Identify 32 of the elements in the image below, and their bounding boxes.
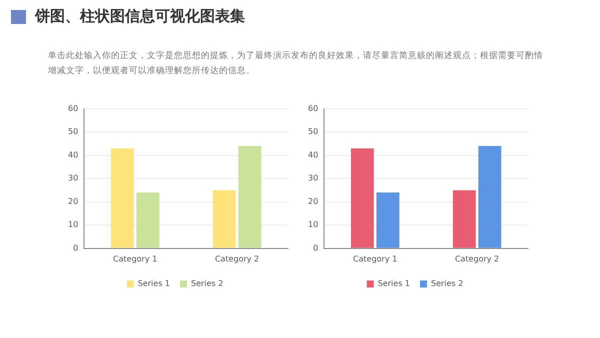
legend-label: Series 1 (138, 279, 170, 288)
bar (136, 192, 160, 248)
x-tick-label: Category 1 (113, 254, 158, 264)
bar (212, 190, 236, 248)
y-tick-label: 0 (73, 243, 78, 252)
y-tick-label: 40 (308, 150, 318, 160)
y-tick-label: 30 (68, 174, 78, 183)
legend-label: Series 2 (431, 279, 464, 288)
x-tick-label: Category 1 (353, 254, 398, 264)
y-tick-label: 50 (68, 127, 78, 136)
y-tick-label: 20 (68, 196, 78, 206)
x-tick-label: Category 2 (214, 254, 260, 264)
y-tick-label: 60 (308, 104, 318, 113)
x-tick-label: Category 2 (454, 254, 500, 264)
bar (452, 190, 476, 248)
y-tick-label: 10 (68, 220, 78, 230)
bar (376, 192, 400, 248)
chart-subtitle: 单击此处输入你的正文，文字是您思想的提炼，为了最终演示发布的良好效果，请尽量言简意赅的阐述观点；根据需要可酌情增减文字，以便观者可以准确理解您所传达的信息。 (48, 50, 544, 78)
chart-title: 饼图、柱状图信息可视化图表集 (35, 7, 245, 26)
y-tick-label: 10 (308, 220, 318, 230)
y-tick-label: 0 (313, 243, 318, 252)
bar (350, 148, 374, 248)
bar (110, 148, 134, 248)
y-tick-label: 60 (68, 104, 78, 113)
y-tick-label: 30 (308, 174, 318, 183)
y-tick-label: 20 (308, 196, 318, 206)
y-tick-label: 50 (308, 127, 318, 136)
legend-label: Series 1 (378, 279, 410, 288)
legend-label: Series 2 (191, 279, 224, 288)
y-tick-label: 40 (68, 150, 78, 160)
bar (478, 146, 502, 248)
bar (238, 146, 262, 248)
